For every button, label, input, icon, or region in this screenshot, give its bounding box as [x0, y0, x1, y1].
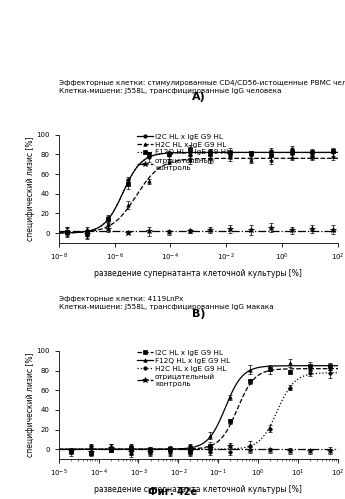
Text: Эффекторные клетки: стимулированные CD4/CD56-истощенные PBMC человека
Клетки-миш: Эффекторные клетки: стимулированные CD4/… — [59, 80, 345, 94]
Legend: I2C HL x IgE G9 HL, F12Q HL x IgE G9 HL, H2C HL x IgE G9 HL, отрицательный
контр: I2C HL x IgE G9 HL, F12Q HL x IgE G9 HL,… — [137, 350, 230, 387]
Text: B): B) — [191, 308, 205, 318]
Text: A): A) — [191, 92, 205, 102]
Legend: I2C HL x IgE G9 HL, H2C HL x IgE G9 HL, F12Q HL x IgE G9 HL, отрицательный
контр: I2C HL x IgE G9 HL, H2C HL x IgE G9 HL, … — [137, 134, 230, 171]
X-axis label: разведение супернатанта клеточной культуры [%]: разведение супернатанта клеточной культу… — [95, 485, 302, 494]
Y-axis label: специфический лизис [%]: специфический лизис [%] — [26, 353, 35, 457]
Y-axis label: специфический лизис [%]: специфический лизис [%] — [26, 137, 35, 241]
X-axis label: разведение супернатанта клеточной культуры [%]: разведение супернатанта клеточной культу… — [95, 269, 302, 278]
Text: Эффекторные клетки: 4119LnPx
Клетки-мишени: J558L, трансфицированные IgG макака: Эффекторные клетки: 4119LnPx Клетки-мише… — [59, 296, 273, 310]
Text: Фиг. 42е: Фиг. 42е — [148, 487, 197, 497]
